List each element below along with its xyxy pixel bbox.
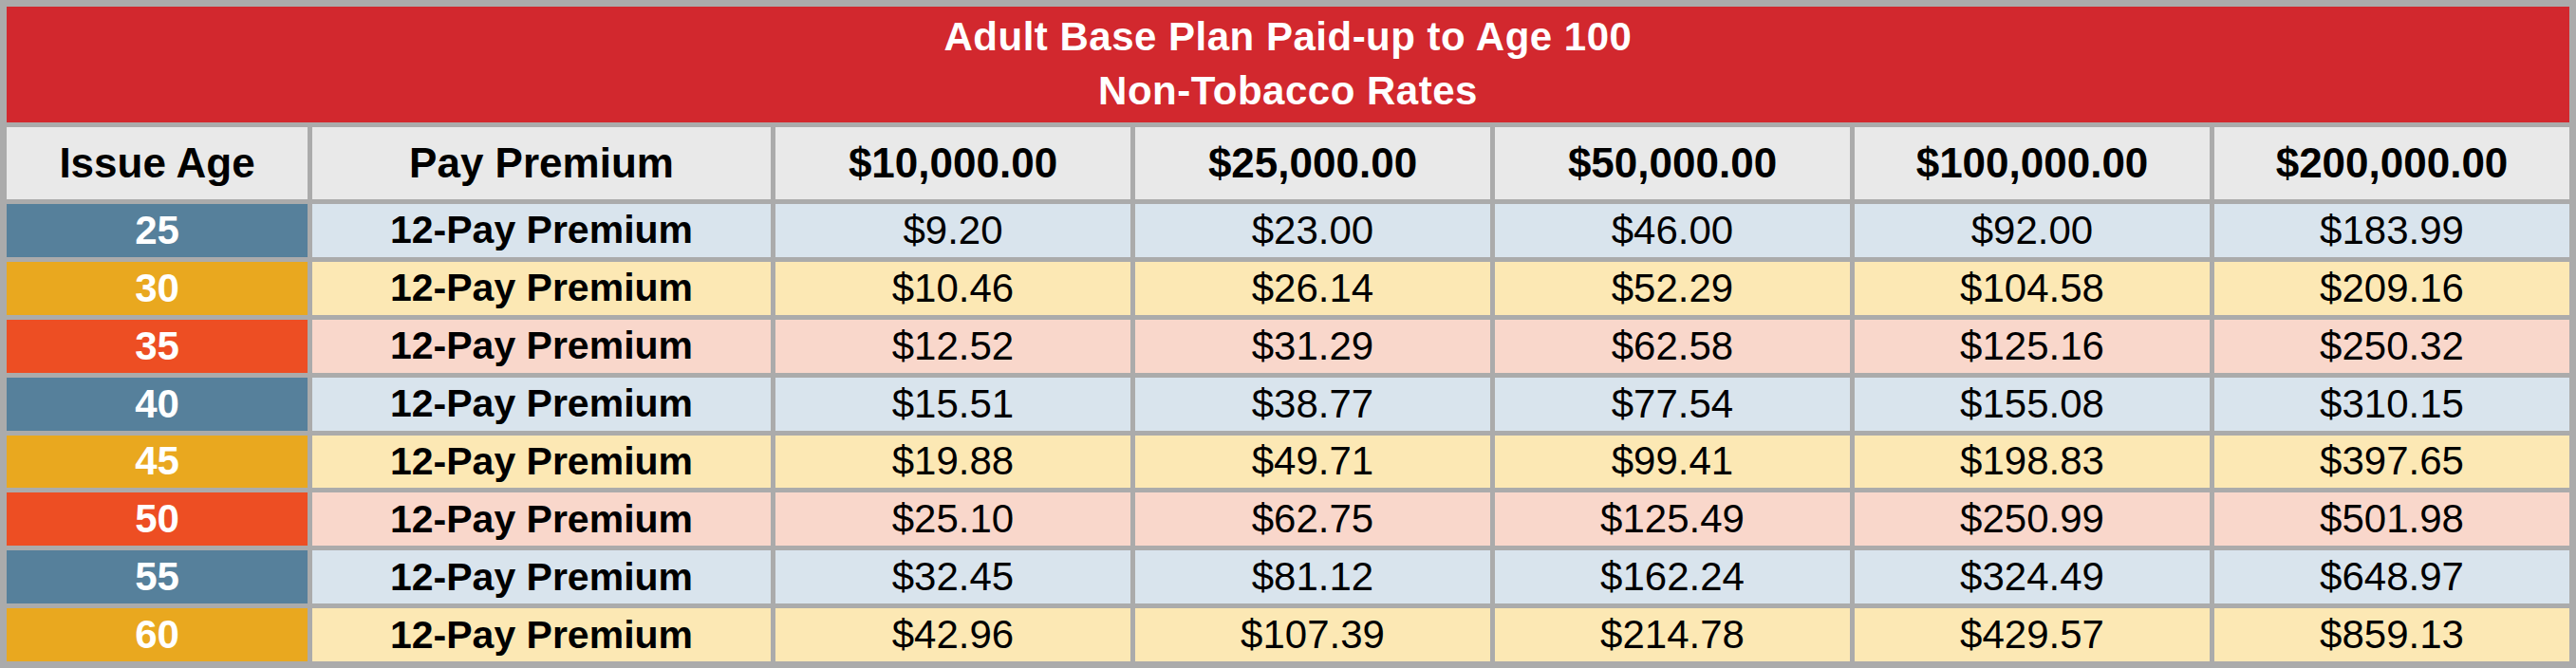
- column-header-100000: $100,000.00: [1855, 127, 2210, 199]
- issue-age-cell: 40: [7, 378, 308, 431]
- rate-cell: $198.83: [1855, 436, 2210, 489]
- rate-cell: $62.75: [1135, 492, 1490, 546]
- table-subtitle: Non-Tobacco Rates: [1098, 65, 1478, 119]
- issue-age-cell: 25: [7, 204, 308, 257]
- rate-cell: $10.46: [775, 262, 1130, 315]
- rate-cell: $310.15: [2214, 378, 2569, 431]
- premium-type-cell: 12-Pay Premium: [312, 204, 771, 257]
- rates-table-grid: Adult Base Plan Paid-up to Age 100 Non-T…: [7, 7, 2569, 661]
- rate-cell: $209.16: [2214, 262, 2569, 315]
- column-header-25000: $25,000.00: [1135, 127, 1490, 199]
- premium-type-cell: 12-Pay Premium: [312, 436, 771, 489]
- rate-cell: $648.97: [2214, 550, 2569, 603]
- issue-age-cell: 60: [7, 608, 308, 661]
- rate-cell: $15.51: [775, 378, 1130, 431]
- rates-table: Adult Base Plan Paid-up to Age 100 Non-T…: [0, 0, 2576, 668]
- rate-cell: $38.77: [1135, 378, 1490, 431]
- rate-cell: $155.08: [1855, 378, 2210, 431]
- rate-cell: $429.57: [1855, 608, 2210, 661]
- rate-cell: $9.20: [775, 204, 1130, 257]
- rate-cell: $107.39: [1135, 608, 1490, 661]
- column-header-pay-premium: Pay Premium: [312, 127, 771, 199]
- rate-cell: $32.45: [775, 550, 1130, 603]
- rate-cell: $125.16: [1855, 320, 2210, 373]
- table-title: Adult Base Plan Paid-up to Age 100: [944, 10, 1633, 65]
- rate-cell: $104.58: [1855, 262, 2210, 315]
- premium-type-cell: 12-Pay Premium: [312, 492, 771, 546]
- rate-cell: $324.49: [1855, 550, 2210, 603]
- rate-cell: $49.71: [1135, 436, 1490, 489]
- rate-cell: $23.00: [1135, 204, 1490, 257]
- rate-cell: $12.52: [775, 320, 1130, 373]
- premium-type-cell: 12-Pay Premium: [312, 320, 771, 373]
- rate-cell: $250.32: [2214, 320, 2569, 373]
- premium-type-cell: 12-Pay Premium: [312, 262, 771, 315]
- premium-type-cell: 12-Pay Premium: [312, 608, 771, 661]
- column-header-50000: $50,000.00: [1495, 127, 1850, 199]
- issue-age-cell: 50: [7, 492, 308, 546]
- column-header-10000: $10,000.00: [775, 127, 1130, 199]
- issue-age-cell: 55: [7, 550, 308, 603]
- issue-age-cell: 30: [7, 262, 308, 315]
- premium-type-cell: 12-Pay Premium: [312, 550, 771, 603]
- rate-cell: $214.78: [1495, 608, 1850, 661]
- rate-cell: $99.41: [1495, 436, 1850, 489]
- column-header-issue-age: Issue Age: [7, 127, 308, 199]
- premium-type-cell: 12-Pay Premium: [312, 378, 771, 431]
- rate-cell: $42.96: [775, 608, 1130, 661]
- rate-cell: $31.29: [1135, 320, 1490, 373]
- column-header-200000: $200,000.00: [2214, 127, 2569, 199]
- rate-cell: $92.00: [1855, 204, 2210, 257]
- rate-cell: $81.12: [1135, 550, 1490, 603]
- issue-age-cell: 35: [7, 320, 308, 373]
- table-title-banner: Adult Base Plan Paid-up to Age 100 Non-T…: [7, 7, 2569, 122]
- rate-cell: $183.99: [2214, 204, 2569, 257]
- rate-cell: $62.58: [1495, 320, 1850, 373]
- rate-cell: $46.00: [1495, 204, 1850, 257]
- rate-cell: $162.24: [1495, 550, 1850, 603]
- rate-cell: $397.65: [2214, 436, 2569, 489]
- rate-cell: $26.14: [1135, 262, 1490, 315]
- rate-cell: $77.54: [1495, 378, 1850, 431]
- rate-cell: $859.13: [2214, 608, 2569, 661]
- rate-cell: $501.98: [2214, 492, 2569, 546]
- rate-cell: $25.10: [775, 492, 1130, 546]
- rate-cell: $250.99: [1855, 492, 2210, 546]
- rate-cell: $125.49: [1495, 492, 1850, 546]
- issue-age-cell: 45: [7, 436, 308, 489]
- rate-cell: $19.88: [775, 436, 1130, 489]
- rate-cell: $52.29: [1495, 262, 1850, 315]
